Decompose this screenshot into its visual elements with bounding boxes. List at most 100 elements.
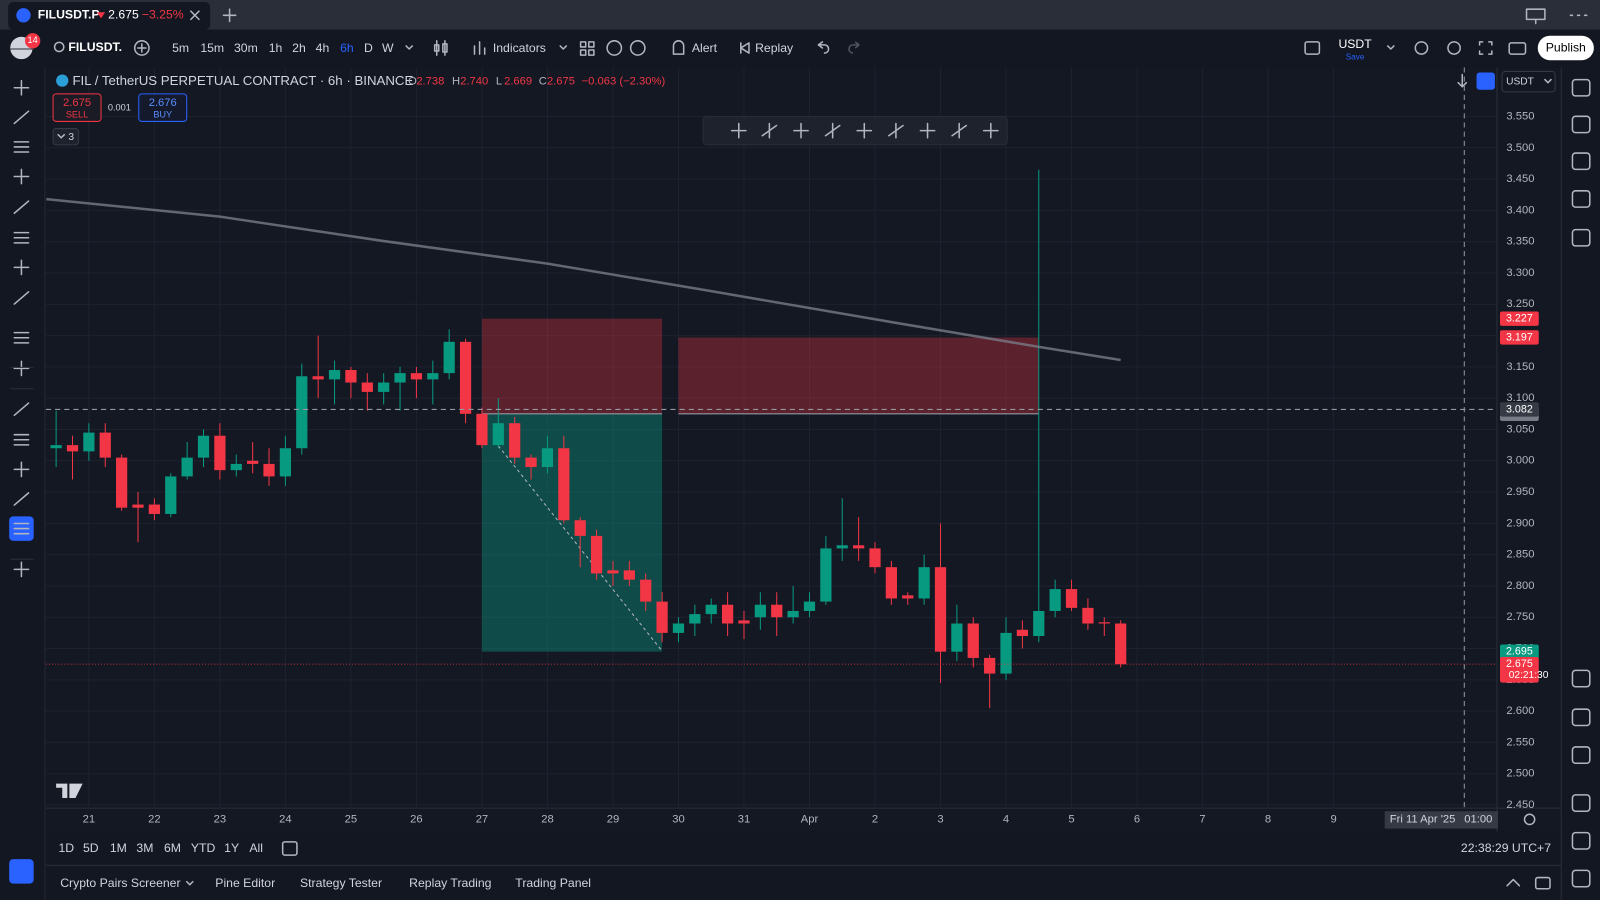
- chart-type[interactable]: [433, 40, 448, 56]
- currency-label[interactable]: USDT: [1338, 37, 1372, 51]
- save-label[interactable]: Save: [1346, 52, 1365, 61]
- axis-currency-bg[interactable]: [1501, 70, 1556, 93]
- sidebar-button[interactable]: [1571, 190, 1591, 208]
- range-button[interactable]: YTD: [191, 841, 216, 855]
- quick-search[interactable]: [606, 40, 623, 56]
- panel-tab[interactable]: Pine Editor: [215, 876, 275, 890]
- publish-button[interactable]: Publish: [1546, 41, 1586, 55]
- left-tool[interactable]: [13, 522, 30, 535]
- indicators-button[interactable]: Indicators: [493, 41, 546, 55]
- left-tool[interactable]: [13, 461, 30, 478]
- left-tool[interactable]: [13, 433, 30, 446]
- sidebar-button[interactable]: [1571, 115, 1591, 134]
- left-tool[interactable]: [13, 360, 30, 377]
- range-button[interactable]: 3M: [136, 841, 153, 855]
- sidebar-button[interactable]: [1571, 152, 1591, 171]
- panel-tab[interactable]: Trading Panel: [515, 876, 591, 890]
- scroll-to-end[interactable]: [1457, 73, 1468, 88]
- range-button[interactable]: 1D: [59, 841, 75, 855]
- sidebar-button[interactable]: [1571, 794, 1591, 812]
- range-button[interactable]: 1M: [110, 841, 127, 855]
- drawing-tool[interactable]: [982, 122, 999, 139]
- quick-search-2[interactable]: [629, 40, 646, 56]
- timeframe-button[interactable]: 2h: [292, 41, 306, 55]
- auto-scale[interactable]: [1476, 72, 1495, 90]
- left-tool[interactable]: [13, 259, 30, 276]
- indicators-collapse[interactable]: [52, 128, 80, 146]
- screener-chevron[interactable]: [185, 880, 194, 886]
- sidebar-button[interactable]: [1571, 228, 1591, 247]
- drawing-tool[interactable]: [761, 122, 778, 139]
- alert-button[interactable]: Alert: [692, 41, 718, 55]
- timeframe-button[interactable]: W: [382, 41, 394, 55]
- panel-tab[interactable]: Replay Trading: [409, 876, 491, 890]
- timeframe-button[interactable]: 5m: [172, 41, 189, 55]
- sidebar-button[interactable]: [1571, 708, 1591, 727]
- symbol-search[interactable]: FILUSDT.: [68, 40, 122, 54]
- maximize-panel[interactable]: [1534, 876, 1551, 890]
- sidebar-button[interactable]: [1571, 869, 1591, 888]
- compare-button[interactable]: [133, 40, 150, 56]
- order-qty[interactable]: 0.001: [108, 103, 131, 113]
- left-tool[interactable]: [13, 168, 30, 185]
- layouts[interactable]: [579, 41, 595, 56]
- collapse-panel[interactable]: [1506, 878, 1521, 887]
- drawing-tool[interactable]: [919, 122, 936, 139]
- range-button[interactable]: 6M: [164, 841, 181, 855]
- left-tool[interactable]: [13, 561, 30, 578]
- stop-zone[interactable]: [481, 318, 663, 414]
- left-tool[interactable]: [13, 110, 30, 125]
- timeframe-button[interactable]: 4h: [316, 41, 330, 55]
- snapshot[interactable]: [1508, 42, 1527, 55]
- panel-tab[interactable]: Crypto Pairs Screener: [60, 876, 180, 890]
- tab-close[interactable]: [190, 10, 200, 21]
- range-button[interactable]: All: [249, 841, 263, 855]
- target-zone[interactable]: [481, 413, 663, 652]
- drawing-tool[interactable]: [888, 122, 904, 139]
- range-button[interactable]: 5D: [83, 841, 99, 855]
- sidebar-button[interactable]: [1571, 746, 1591, 765]
- stop-zone[interactable]: [678, 337, 1039, 414]
- fullscreen[interactable]: [1478, 41, 1493, 55]
- drawing-tool[interactable]: [824, 122, 841, 139]
- sidebar-button[interactable]: [1571, 669, 1591, 688]
- settings[interactable]: [1447, 41, 1461, 55]
- sidebar-button[interactable]: [1571, 78, 1591, 97]
- new-tab[interactable]: [222, 8, 237, 23]
- buy-button[interactable]: [138, 93, 188, 122]
- date-range-icon[interactable]: [281, 841, 298, 856]
- replay-button[interactable]: Replay: [755, 41, 794, 55]
- search-icon[interactable]: [53, 41, 65, 53]
- publish-button-bg[interactable]: [1537, 35, 1594, 61]
- axis-settings[interactable]: [1523, 813, 1536, 826]
- redo[interactable]: [848, 41, 860, 54]
- left-tool[interactable]: [13, 291, 30, 305]
- interval-dropdown[interactable]: [405, 45, 414, 50]
- timeframe-button[interactable]: 30m: [234, 41, 258, 55]
- drawing-tool[interactable]: [793, 122, 809, 139]
- timeframe-button[interactable]: D: [364, 41, 373, 55]
- timeframe-button[interactable]: 6h: [340, 41, 354, 55]
- sidebar-button[interactable]: [1571, 831, 1591, 850]
- drawing-tool[interactable]: [730, 122, 747, 139]
- left-tool[interactable]: [13, 79, 30, 96]
- indicators-dropdown[interactable]: [559, 45, 568, 50]
- left-tool[interactable]: [13, 231, 30, 244]
- left-tool[interactable]: [13, 402, 30, 417]
- left-tool[interactable]: [13, 492, 30, 506]
- watchlist-star[interactable]: [9, 859, 34, 884]
- sell-button[interactable]: [52, 93, 102, 122]
- object-tree[interactable]: [1414, 41, 1429, 55]
- save-dropdown[interactable]: [1386, 45, 1395, 50]
- layout-toggle[interactable]: [1304, 41, 1321, 55]
- left-tool[interactable]: [13, 141, 30, 153]
- active-tab[interactable]: [8, 2, 211, 30]
- drawing-tool[interactable]: [856, 122, 873, 139]
- drawing-tool[interactable]: [951, 122, 968, 139]
- undo[interactable]: [817, 41, 830, 54]
- left-tool[interactable]: [13, 200, 30, 215]
- timeframe-button[interactable]: 1h: [269, 41, 283, 55]
- panel-tab[interactable]: Strategy Tester: [300, 876, 382, 890]
- range-button[interactable]: 1Y: [224, 841, 239, 855]
- left-tool[interactable]: [13, 331, 30, 344]
